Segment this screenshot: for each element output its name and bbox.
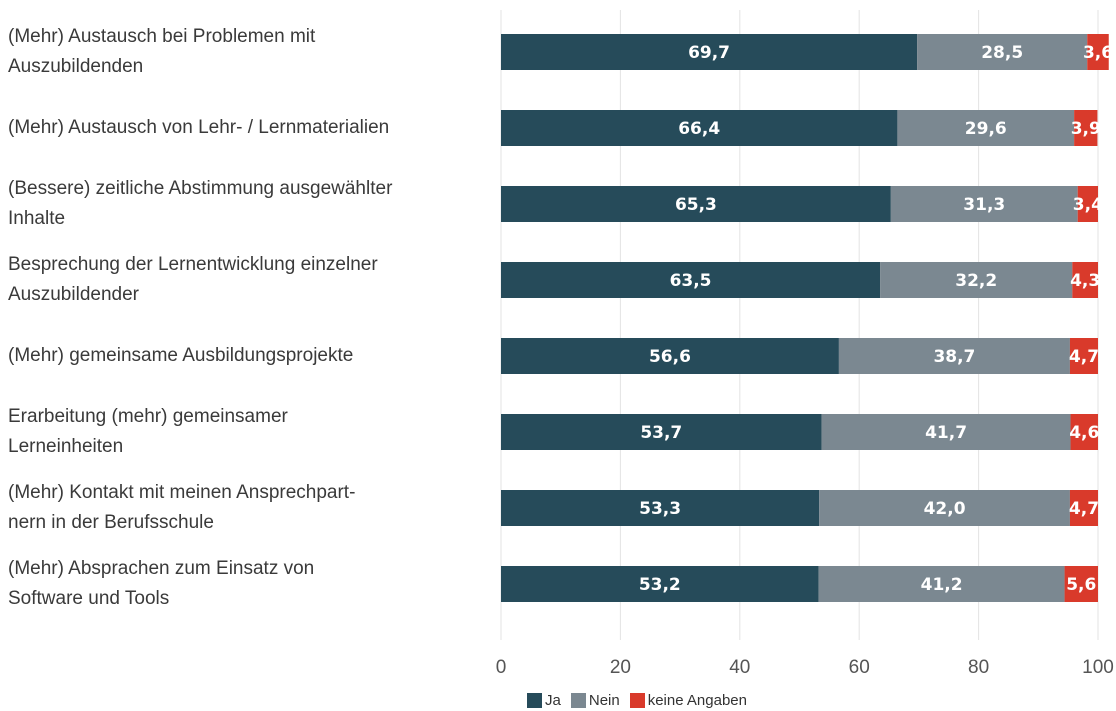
value-label: 4,6 xyxy=(1069,423,1099,443)
legend-label: Ja xyxy=(545,692,561,709)
value-label: 32,2 xyxy=(955,271,997,291)
legend-swatch xyxy=(527,693,543,708)
bar-segment xyxy=(917,34,1088,70)
x-tick-label: 40 xyxy=(729,657,750,678)
bar-segment xyxy=(1064,566,1098,602)
legend-item: Nein xyxy=(570,692,620,709)
bar-segment xyxy=(1072,262,1098,298)
legend-label: keine Angaben xyxy=(647,692,747,709)
bar-segment xyxy=(890,186,1078,222)
value-label: 53,7 xyxy=(640,423,682,443)
value-label: 28,5 xyxy=(981,43,1023,63)
category-label: Besprechung der Lernentwicklung einzelne… xyxy=(8,254,378,305)
value-label: 41,2 xyxy=(921,575,963,595)
bar-segment xyxy=(501,262,881,298)
bar-segment xyxy=(501,186,891,222)
value-label: 3,9 xyxy=(1071,119,1101,139)
x-tick-label: 60 xyxy=(849,657,870,678)
value-label: 4,3 xyxy=(1070,271,1100,291)
legend-label: Nein xyxy=(588,692,620,709)
legend-item: keine Angaben xyxy=(629,692,747,709)
bar-segment xyxy=(501,34,918,70)
category-label: (Mehr) Austausch von Lehr- / Lernmateria… xyxy=(8,117,390,138)
category-label: (Mehr) gemeinsame Ausbildungsprojekte xyxy=(8,345,354,366)
bar-segment xyxy=(1070,414,1098,450)
value-label: 31,3 xyxy=(963,195,1005,215)
legend-swatch xyxy=(570,693,586,708)
bar-segment xyxy=(1074,110,1098,146)
value-label: 5,6 xyxy=(1066,575,1096,595)
x-tick-label: 0 xyxy=(496,657,507,678)
value-label: 3,4 xyxy=(1073,195,1103,215)
value-label: 65,3 xyxy=(675,195,717,215)
category-label: (Mehr) Kontakt mit meinen Ansprechpart- … xyxy=(8,482,356,533)
bar-segment xyxy=(501,566,819,602)
category-label: (Bessere) zeitliche Abstimmung ausgewähl… xyxy=(8,178,393,229)
value-label: 66,4 xyxy=(678,119,720,139)
value-label: 63,5 xyxy=(670,271,712,291)
category-label: (Mehr) Austausch bei Problemen mit Auszu… xyxy=(8,26,316,77)
bar-segment xyxy=(819,490,1070,526)
x-tick-label: 100 xyxy=(1082,657,1114,678)
value-label: 41,7 xyxy=(925,423,967,443)
legend-item: Ja xyxy=(527,692,561,709)
bar-segment xyxy=(818,566,1065,602)
bar-segment xyxy=(1077,186,1098,222)
category-label: (Mehr) Absprachen zum Einsatz von Softwa… xyxy=(8,558,315,609)
value-label: 3,6 xyxy=(1083,43,1113,63)
bar-segment xyxy=(838,338,1070,374)
value-label: 69,7 xyxy=(688,43,730,63)
x-tick-label: 80 xyxy=(968,657,989,678)
value-label: 42,0 xyxy=(924,499,966,519)
value-label: 29,6 xyxy=(965,119,1007,139)
legend-swatch xyxy=(629,693,645,708)
bar-segment xyxy=(501,490,820,526)
value-label: 53,3 xyxy=(639,499,681,519)
legend: Ja Nein keine Angaben xyxy=(0,692,1116,709)
value-label: 38,7 xyxy=(933,347,975,367)
value-label: 4,7 xyxy=(1069,499,1099,519)
bar-segment xyxy=(501,338,839,374)
bar-segment xyxy=(897,110,1075,146)
bar-segment xyxy=(501,110,898,146)
value-label: 4,7 xyxy=(1069,347,1099,367)
bar-segment xyxy=(501,414,822,450)
x-tick-label: 20 xyxy=(610,657,631,678)
bar-segment xyxy=(821,414,1071,450)
bar-segment xyxy=(880,262,1073,298)
bar-segment xyxy=(1087,34,1109,70)
category-label: Erarbeitung (mehr) gemeinsamer Lerneinhe… xyxy=(8,406,288,457)
value-label: 53,2 xyxy=(639,575,681,595)
value-label: 56,6 xyxy=(649,347,691,367)
bar-segment xyxy=(1069,490,1098,526)
bar-segment xyxy=(1069,338,1098,374)
